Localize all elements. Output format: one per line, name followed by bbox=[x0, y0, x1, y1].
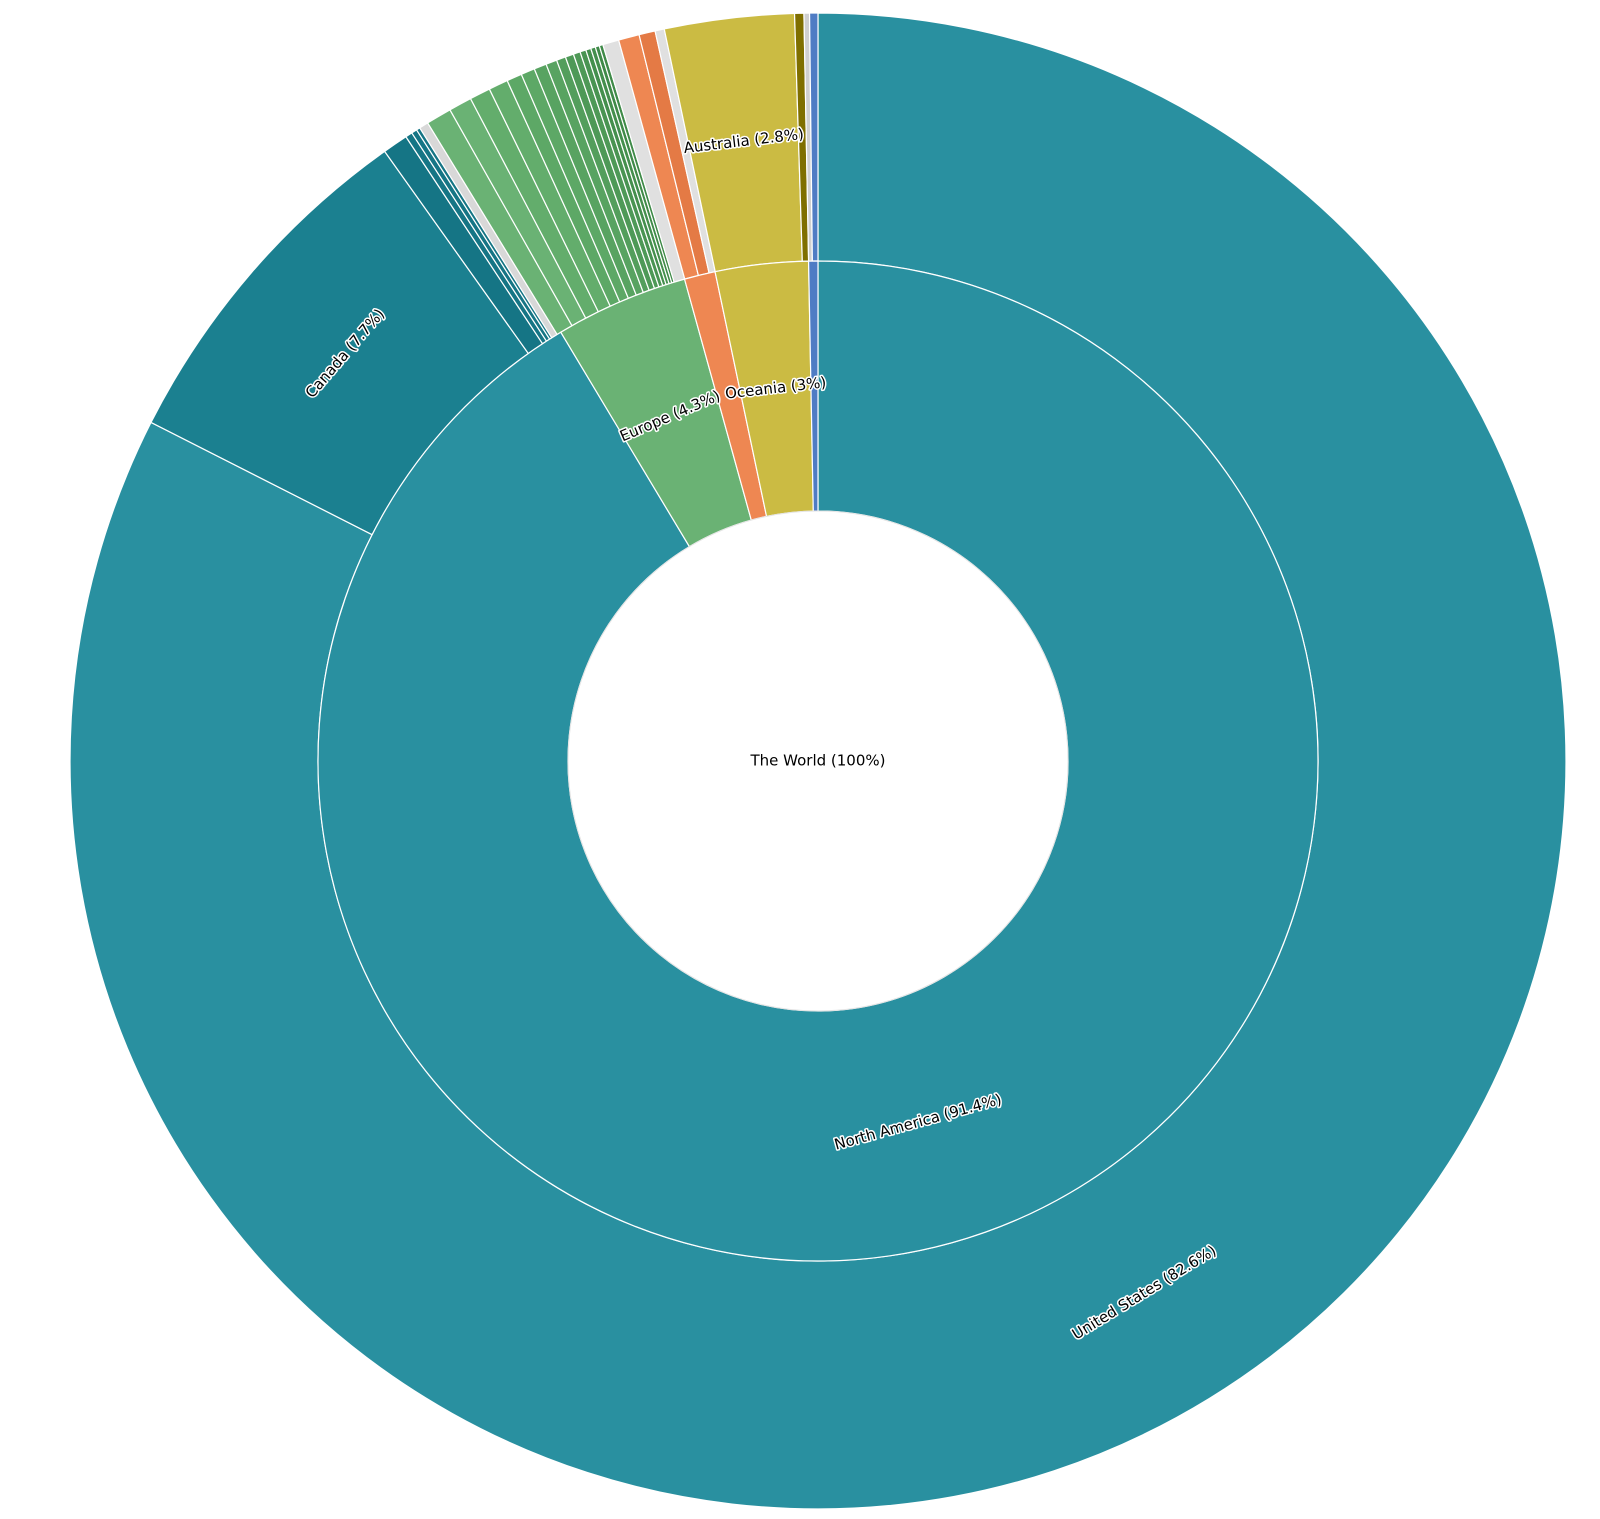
segments-group bbox=[69, 12, 1567, 1510]
center-label: The World (100%) bbox=[749, 752, 885, 770]
center-circle bbox=[567, 510, 1069, 1012]
